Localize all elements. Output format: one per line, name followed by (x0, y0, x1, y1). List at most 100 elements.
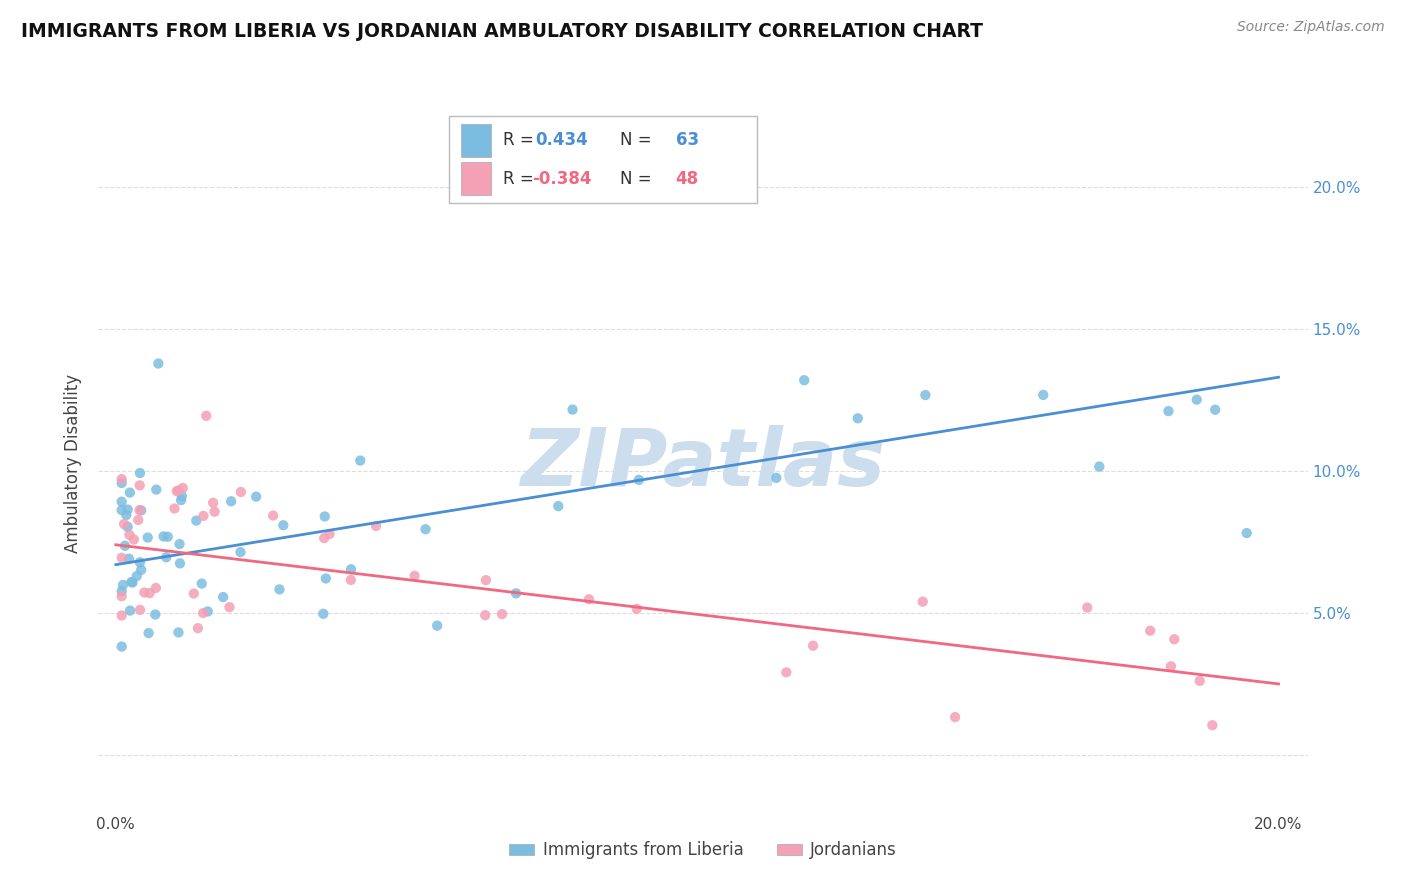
Point (128, 503, 150, 517)
Point (111, 584, 134, 599)
Point (155, 550, 177, 565)
Point (1236, 526, 1258, 541)
Point (911, 594, 934, 608)
Point (170, 493, 193, 508)
Point (187, 621, 209, 635)
Point (547, 499, 569, 513)
Point (273, 518, 295, 533)
Legend: Immigrants from Liberia, Jordanians: Immigrants from Liberia, Jordanians (502, 835, 904, 866)
Point (314, 509, 336, 524)
Point (312, 607, 335, 621)
Point (111, 550, 134, 565)
Point (118, 485, 141, 500)
Point (138, 586, 160, 600)
Point (183, 586, 205, 600)
Point (112, 578, 135, 592)
Point (148, 357, 170, 371)
Point (112, 517, 135, 532)
Text: N =: N = (620, 169, 657, 187)
Point (315, 572, 337, 586)
Point (349, 453, 371, 467)
Text: 48: 48 (676, 169, 699, 187)
Point (117, 502, 139, 516)
Point (218, 600, 240, 615)
Text: IMMIGRANTS FROM LIBERIA VS JORDANIAN AMBULATORY DISABILITY CORRELATION CHART: IMMIGRANTS FROM LIBERIA VS JORDANIAN AMB… (21, 22, 983, 41)
Point (1201, 718, 1223, 732)
Point (129, 466, 152, 480)
Point (111, 589, 134, 603)
Point (229, 545, 252, 559)
Point (626, 602, 648, 616)
Point (172, 481, 194, 495)
Point (121, 575, 143, 590)
Point (1188, 673, 1211, 688)
Point (1076, 600, 1098, 615)
Point (1032, 388, 1054, 402)
Point (128, 478, 150, 492)
Text: 63: 63 (676, 131, 699, 149)
Point (914, 388, 936, 402)
Point (1185, 392, 1208, 407)
Point (1157, 404, 1180, 418)
Point (125, 569, 148, 583)
Y-axis label: Ambulatory Disability: Ambulatory Disability (65, 375, 83, 553)
Point (118, 551, 141, 566)
Text: Source: ZipAtlas.com: Source: ZipAtlas.com (1237, 20, 1385, 34)
Point (120, 574, 142, 589)
Point (765, 471, 787, 485)
Point (129, 503, 152, 517)
Point (138, 626, 160, 640)
Point (202, 496, 225, 510)
Point (169, 537, 191, 551)
Point (118, 604, 141, 618)
Point (229, 485, 252, 500)
Point (118, 528, 141, 542)
Point (627, 473, 650, 487)
Point (186, 514, 208, 528)
Point (193, 508, 215, 523)
Point (578, 592, 600, 607)
Point (197, 604, 219, 618)
Point (204, 505, 226, 519)
Point (128, 555, 150, 569)
Point (145, 483, 167, 497)
Point (115, 508, 138, 522)
Point (219, 494, 242, 508)
Point (129, 603, 152, 617)
Point (163, 501, 186, 516)
Point (111, 472, 134, 486)
Point (491, 607, 513, 621)
Point (111, 475, 134, 490)
Point (134, 585, 156, 599)
Point (505, 586, 527, 600)
Point (129, 563, 152, 577)
Point (1163, 632, 1185, 647)
Point (127, 513, 149, 527)
Point (1160, 659, 1182, 673)
Point (426, 618, 449, 632)
Text: ZIPatlas: ZIPatlas (520, 425, 886, 503)
Point (167, 483, 190, 498)
Point (561, 402, 583, 417)
Point (262, 508, 284, 523)
Text: -0.384: -0.384 (533, 169, 592, 187)
Point (212, 590, 235, 604)
Point (364, 519, 387, 533)
Point (156, 530, 179, 544)
Point (111, 608, 134, 623)
Point (143, 607, 166, 622)
Point (318, 527, 340, 541)
Point (474, 608, 496, 623)
Point (801, 639, 824, 653)
Point (169, 557, 191, 571)
Point (166, 484, 188, 499)
Point (314, 531, 336, 545)
Point (114, 539, 136, 553)
Text: 0.434: 0.434 (536, 131, 588, 149)
Point (117, 520, 139, 534)
Point (846, 411, 869, 425)
Text: N =: N = (620, 131, 657, 149)
Point (111, 640, 134, 654)
Text: R =: R = (503, 131, 538, 149)
Point (145, 581, 167, 595)
